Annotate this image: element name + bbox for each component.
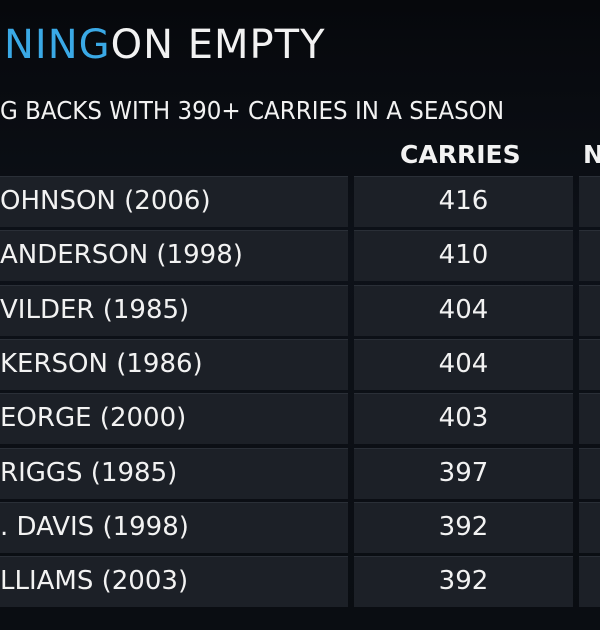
carries-value: 403: [438, 403, 489, 434]
title-rest: ON EMPTY: [110, 22, 326, 68]
name-cell: [0, 556, 348, 608]
extra-cell: [579, 176, 600, 227]
extra-cell: [579, 447, 600, 499]
name-cell: [0, 230, 348, 282]
name-cell: [0, 176, 348, 227]
player-name: ANDERSON (1998): [0, 240, 243, 271]
name-cell: [0, 501, 348, 553]
carries-value: 404: [438, 294, 489, 325]
carries-value: 397: [438, 457, 489, 488]
name-cell: [0, 393, 348, 445]
carries-value: 410: [438, 240, 489, 271]
subtitle: G BACKS WITH 390+ CARRIES IN A SEASON: [0, 96, 505, 125]
player-name: LLIAMS (2003): [0, 566, 189, 597]
carries-value: 392: [438, 566, 489, 597]
value-cell: [354, 230, 573, 282]
name-cell: [0, 338, 348, 390]
name-cell: [0, 284, 348, 336]
value-cell: [354, 284, 573, 336]
name-cell: [0, 447, 348, 499]
column-header: N: [583, 140, 600, 169]
player-name: EORGE (2000): [0, 403, 187, 434]
player-name: RIGGS (1985): [0, 457, 178, 488]
value-cell: [354, 393, 573, 445]
column-header: CARRIES: [400, 140, 521, 169]
carries-value: 416: [438, 186, 489, 216]
player-name: . DAVIS (1998): [0, 511, 189, 542]
value-cell: [354, 447, 573, 499]
player-name: OHNSON (2006): [0, 186, 211, 216]
player-name: VILDER (1985): [0, 294, 190, 325]
extra-cell: [579, 230, 600, 282]
title-highlight: NING: [4, 22, 111, 68]
player-name: KERSON (1986): [0, 348, 203, 379]
extra-cell: [579, 338, 600, 390]
value-cell: [354, 501, 573, 553]
value-cell: [354, 176, 573, 227]
carries-value: 404: [438, 348, 489, 379]
extra-cell: [579, 501, 600, 553]
carries-value: 392: [438, 511, 489, 542]
extra-cell: [579, 393, 600, 445]
extra-cell: [579, 284, 600, 336]
value-cell: [354, 556, 573, 608]
title: NINGON EMPTY: [4, 22, 326, 68]
extra-cell: [579, 556, 600, 608]
value-cell: [354, 338, 573, 390]
